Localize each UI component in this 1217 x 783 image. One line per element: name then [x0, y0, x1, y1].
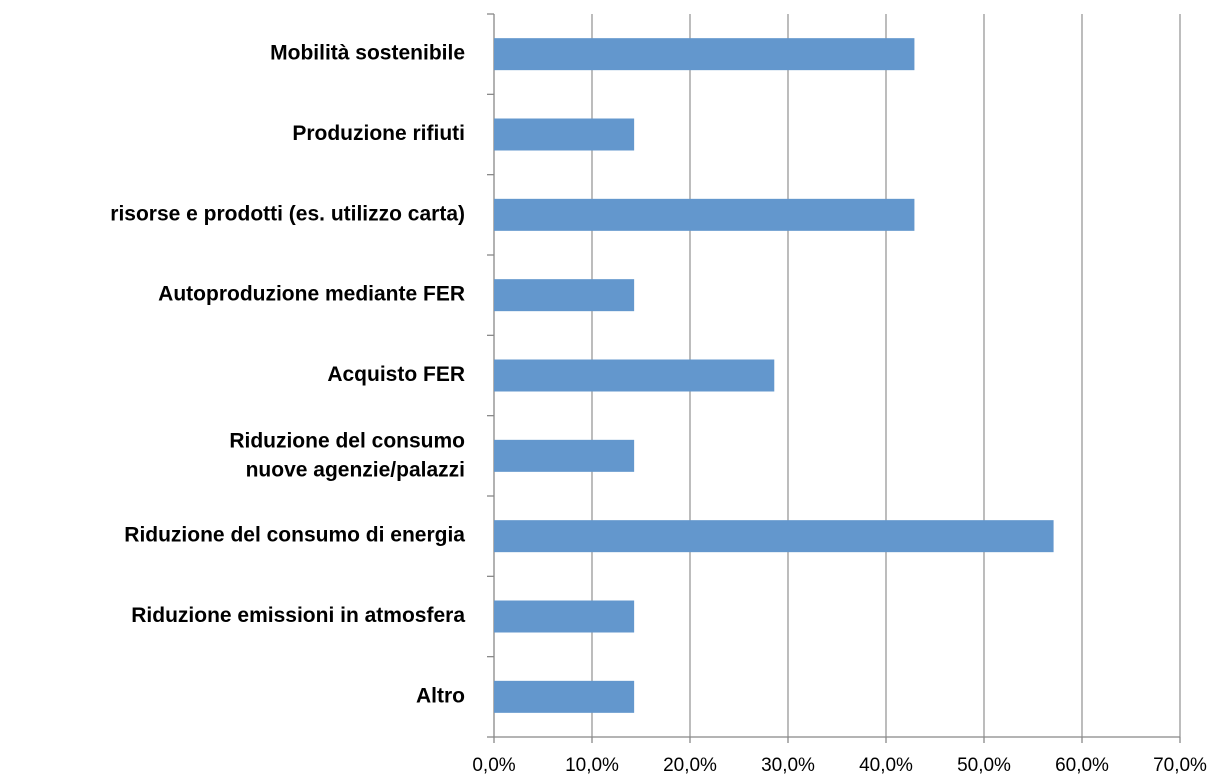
y-tick-label: Produzione rifiuti — [292, 122, 465, 145]
label-line: nuove agenzie/palazzi — [246, 458, 465, 481]
bar — [494, 680, 635, 713]
y-tick-label: Acquisto FER — [327, 363, 465, 386]
x-tick-label: 40,0% — [859, 755, 913, 776]
bar — [494, 198, 915, 231]
bar — [494, 439, 635, 472]
y-tick-label: Autoproduzione mediante FER — [158, 283, 465, 306]
x-tick-label: 10,0% — [565, 755, 619, 776]
x-tick-label: 20,0% — [663, 755, 717, 776]
bar — [494, 279, 635, 312]
bar — [494, 38, 915, 71]
y-tick-label: Riduzione del consumo di energia — [124, 524, 465, 547]
y-tick-label: Altro — [416, 684, 465, 707]
x-tick-label: 50,0% — [957, 755, 1011, 776]
x-tick-label: 30,0% — [761, 755, 815, 776]
bar — [494, 520, 1054, 553]
y-tick-label: Riduzione del consumo nuove agenzie/palaz… — [229, 429, 465, 481]
label-line: Riduzione del consumo — [229, 429, 465, 452]
bar — [494, 359, 775, 392]
y-tick-label: Mobilità sostenibile — [270, 42, 465, 65]
x-tick-label: 0,0% — [472, 755, 515, 776]
x-tick-label: 70,0% — [1153, 755, 1207, 776]
y-tick-label: risorse e prodotti (es. utilizzo carta) — [110, 202, 465, 225]
bar — [494, 118, 635, 151]
y-tick-label: Riduzione emissioni in atmosfera — [131, 604, 465, 627]
bar — [494, 600, 635, 633]
x-tick-label: 60,0% — [1055, 755, 1109, 776]
